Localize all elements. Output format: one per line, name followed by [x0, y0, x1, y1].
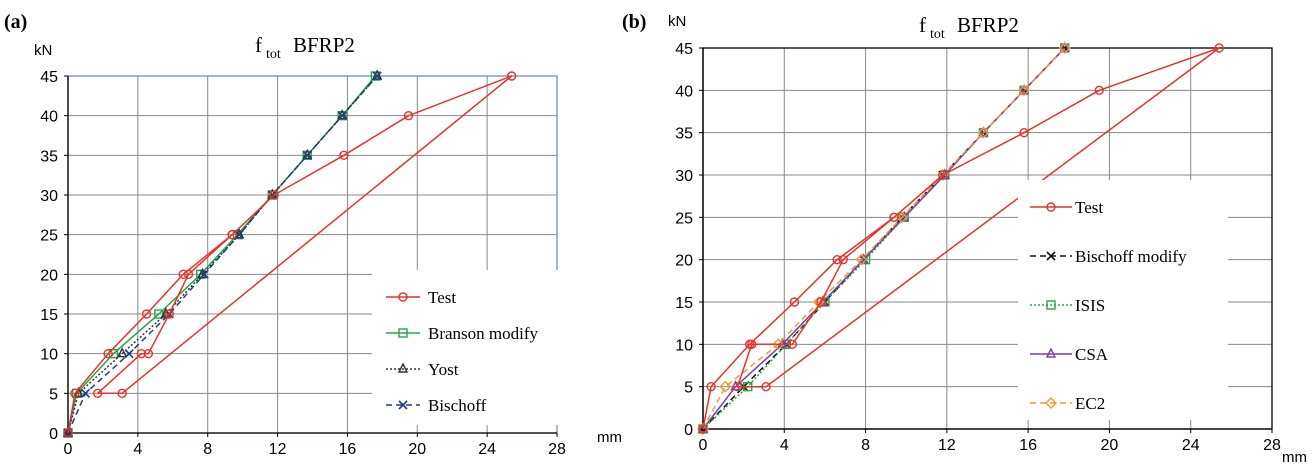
x-tick-label: 28 — [548, 441, 566, 458]
x-tick-label: 12 — [938, 437, 956, 454]
title-subscript: tot — [266, 47, 281, 62]
y-tick-label: 30 — [40, 188, 58, 205]
x-tick-label: 8 — [861, 437, 870, 454]
legend-label: Bischoff — [428, 396, 487, 415]
legend-label: Yost — [428, 360, 459, 379]
y-tick-label: 10 — [675, 337, 693, 354]
y-tick-label: 0 — [684, 422, 693, 439]
x-unit-label: mm — [1282, 449, 1307, 466]
y-tick-label: 15 — [40, 307, 58, 324]
x-tick-label: 4 — [133, 441, 142, 458]
x-tick-label: 0 — [699, 437, 708, 454]
x-tick-label: 24 — [1182, 437, 1200, 454]
series-bischoff — [64, 72, 381, 437]
legend-label: Test — [428, 288, 456, 307]
series-line — [703, 48, 1065, 429]
y-unit-label: kN — [34, 42, 52, 59]
title-main: f — [919, 13, 926, 37]
title-rest: BFRP2 — [293, 33, 355, 57]
panel-label: (a) — [4, 11, 27, 33]
x-tick-label: 0 — [64, 441, 73, 458]
legend-label: CSA — [1075, 345, 1109, 364]
y-tick-label: 30 — [675, 168, 693, 185]
y-tick-label: 20 — [40, 267, 58, 284]
y-tick-label: 0 — [49, 426, 58, 443]
legend: Test Bischoff modify ISIS CSA EC2 — [1018, 180, 1228, 420]
x-tick-label: 8 — [203, 441, 212, 458]
y-tick-label: 45 — [40, 69, 58, 86]
y-tick-label: 20 — [675, 253, 693, 270]
legend-label: Bischoff modify — [1075, 247, 1187, 266]
x-tick-label: 12 — [269, 441, 287, 458]
y-tick-labels: 0 5 10 15 20 25 30 35 40 45 — [40, 69, 68, 443]
y-tick-label: 15 — [675, 295, 693, 312]
chart-title: f tot BFRP2 — [919, 13, 1019, 42]
legend-label: Test — [1075, 198, 1103, 217]
y-unit-label: kN — [668, 13, 686, 30]
series-line — [68, 76, 377, 433]
legend-label: ISIS — [1075, 296, 1105, 315]
x-tick-label: 4 — [780, 437, 789, 454]
x-tick-labels: 0 4 8 12 16 20 24 28 — [699, 429, 1281, 454]
y-tick-labels: 0 5 10 15 20 25 30 35 40 45 — [675, 41, 703, 439]
chart-panel-b: (b) kN mm f tot BFRP2 0 4 8 12 16 20 24 28 0 5 10 15 20 25 3… — [622, 11, 1307, 466]
legend: Test Branson modify Yost Bischoff — [372, 270, 582, 425]
title-rest: BFRP2 — [957, 13, 1019, 37]
legend-label: Branson modify — [428, 324, 539, 343]
x-tick-label: 20 — [1101, 437, 1119, 454]
title-subscript: tot — [930, 27, 945, 42]
chart-panel-a: (a) kN mm f tot BFRP2 0 4 8 12 16 20 24 28 0 5 10 15 20 25 3… — [4, 11, 622, 458]
x-tick-label: 28 — [1263, 437, 1281, 454]
y-tick-label: 40 — [675, 83, 693, 100]
panel-label: (b) — [622, 11, 646, 33]
x-tick-label: 16 — [339, 441, 357, 458]
y-tick-label: 25 — [40, 228, 58, 245]
x-tick-label: 20 — [408, 441, 426, 458]
legend-background — [1018, 180, 1228, 420]
y-tick-label: 40 — [40, 109, 58, 126]
y-tick-label: 10 — [40, 347, 58, 364]
x-unit-label: mm — [597, 429, 622, 446]
y-tick-label: 25 — [675, 210, 693, 227]
x-tick-labels: 0 4 8 12 16 20 24 28 — [64, 433, 566, 458]
y-tick-label: 35 — [675, 126, 693, 143]
legend-label: EC2 — [1075, 394, 1105, 413]
chart-title: f tot BFRP2 — [255, 33, 355, 62]
x-tick-label: 16 — [1019, 437, 1037, 454]
y-tick-label: 5 — [49, 386, 58, 403]
y-tick-label: 35 — [40, 148, 58, 165]
y-tick-label: 5 — [684, 380, 693, 397]
title-main: f — [255, 33, 262, 57]
y-tick-label: 45 — [675, 41, 693, 58]
x-tick-label: 24 — [478, 441, 496, 458]
